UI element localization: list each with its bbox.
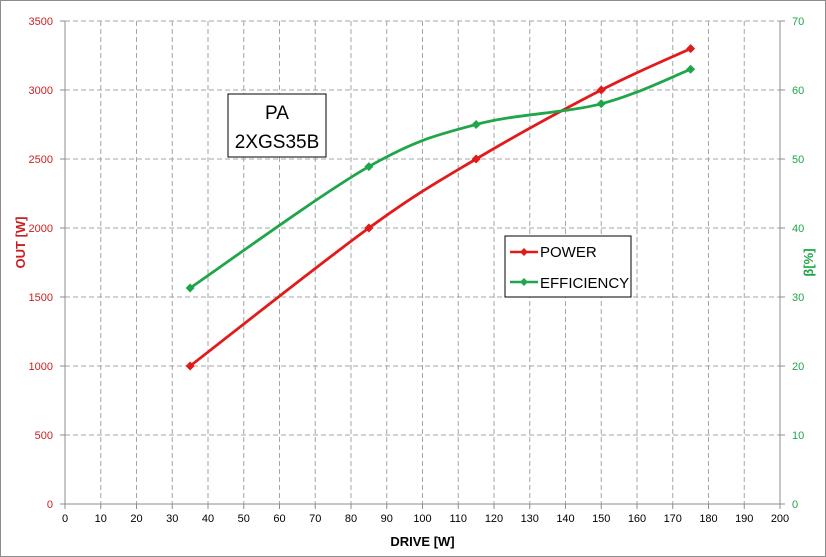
x-tick-label: 80: [345, 513, 357, 525]
legend-border: [504, 235, 632, 298]
grid: [65, 20, 781, 504]
data-point-power: [596, 85, 606, 95]
series: [185, 44, 696, 371]
x-tick-label: 70: [309, 513, 321, 525]
left-tick-label: 0: [47, 499, 53, 511]
x-tick-label: 10: [95, 513, 107, 525]
right-tick-label: 0: [792, 499, 798, 511]
legend-efficiency-marker: [520, 278, 528, 286]
right-tick-label: 10: [792, 430, 804, 442]
legend-efficiency-label: EFFICIENCY: [540, 275, 629, 292]
x-tick-label: 160: [628, 513, 646, 525]
x-tick-label: 30: [166, 513, 178, 525]
right-tick-label: 20: [792, 361, 804, 373]
x-tick-label: 180: [699, 513, 717, 525]
left-tick-label: 500: [35, 430, 53, 442]
left-tick-label: 1000: [29, 361, 53, 373]
title-box: PA 2XGS35B: [227, 93, 327, 158]
x-tick-label: 90: [381, 513, 393, 525]
title-box-border: [227, 93, 327, 158]
title-box-line-1: PA: [265, 103, 289, 124]
right-tick-label: 40: [792, 223, 804, 235]
x-tick-label: 0: [62, 513, 68, 525]
x-tick-label: 130: [521, 513, 539, 525]
data-point-efficiency: [364, 162, 374, 172]
data-point-power: [364, 223, 374, 233]
right-axis-title: β[%]: [801, 248, 816, 276]
legend: POWER EFFICIENCY: [504, 235, 632, 298]
x-tick-label: 200: [771, 513, 789, 525]
left-tick-label: 3500: [29, 16, 53, 28]
axis-labels: 0 10 20 30 40 50 60 70 80 90 100 110 120 130 140 150 160…: [29, 16, 805, 525]
data-point-efficiency: [596, 99, 606, 109]
x-tick-label: 170: [664, 513, 682, 525]
data-point-power: [471, 154, 481, 164]
x-tick-label: 50: [238, 513, 250, 525]
data-point-efficiency: [185, 283, 195, 293]
data-point-power: [686, 44, 696, 54]
data-point-power: [185, 361, 195, 371]
axes: [60, 20, 785, 509]
left-tick-label: 2500: [29, 154, 53, 166]
right-tick-label: 30: [792, 292, 804, 304]
legend-power-marker: [520, 248, 528, 256]
x-tick-label: 150: [592, 513, 610, 525]
x-tick-label: 40: [202, 513, 214, 525]
x-axis-title: DRIVE [W]: [390, 534, 454, 549]
right-tick-label: 70: [792, 16, 804, 28]
x-tick-label: 60: [273, 513, 285, 525]
left-axis-title: OUT [W]: [13, 217, 28, 269]
x-tick-label: 190: [735, 513, 753, 525]
series-line-efficiency: [189, 67, 692, 290]
x-tick-label: 140: [556, 513, 574, 525]
x-tick-label: 120: [485, 513, 503, 525]
right-tick-label: 50: [792, 154, 804, 166]
left-tick-label: 2000: [29, 223, 53, 235]
x-tick-label: 20: [130, 513, 142, 525]
title-box-line-2: 2XGS35B: [235, 132, 320, 153]
x-tick-label: 100: [413, 513, 431, 525]
data-point-efficiency: [471, 120, 481, 129]
legend-power-label: POWER: [540, 244, 597, 261]
series-line-power: [189, 47, 692, 368]
right-tick-label: 60: [792, 85, 804, 97]
data-point-efficiency: [686, 64, 696, 74]
left-tick-label: 1500: [29, 292, 53, 304]
x-tick-label: 110: [449, 513, 467, 525]
left-tick-label: 3000: [29, 85, 53, 97]
